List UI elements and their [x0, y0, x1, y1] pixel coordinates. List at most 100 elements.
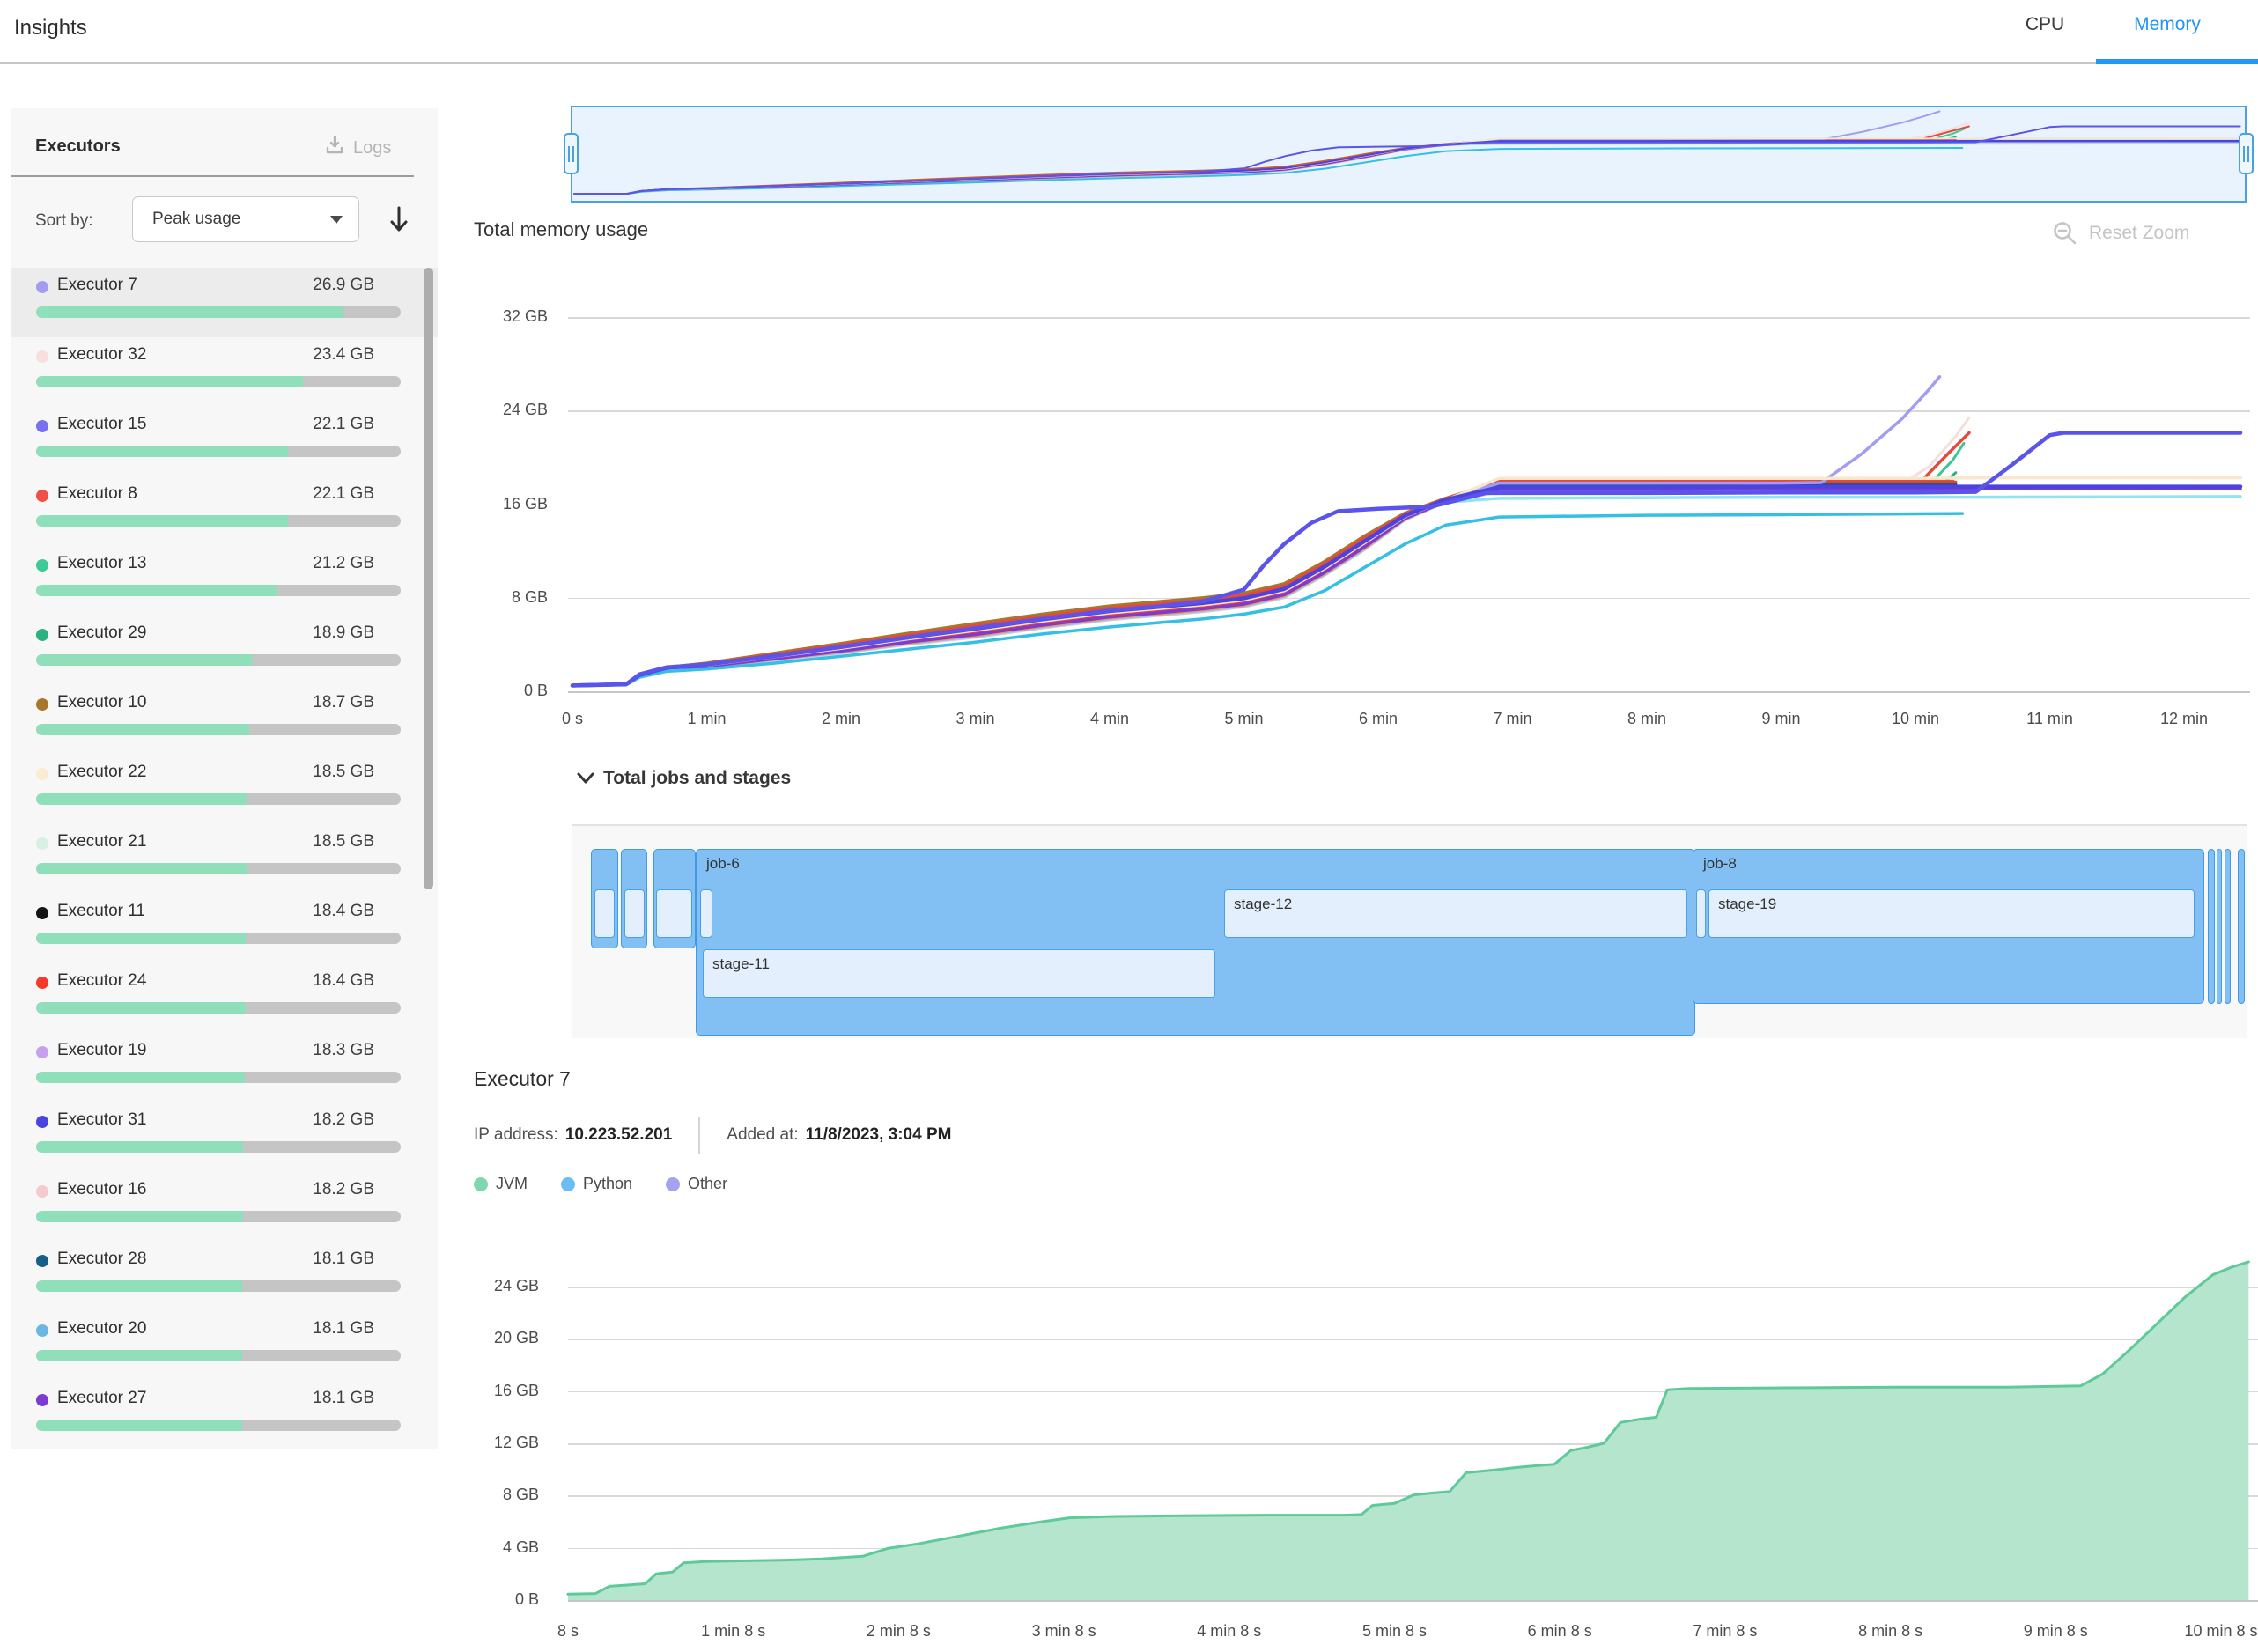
executor-peak-value: 23.4 GB	[313, 345, 374, 364]
x-axis-label: 6 min	[1358, 710, 1398, 727]
job-bar[interactable]	[2238, 849, 2245, 1004]
zoom-brush-strip[interactable]	[571, 106, 2247, 203]
executor-peak-value: 22.1 GB	[313, 484, 374, 503]
stage-bar[interactable]: stage-19	[1708, 889, 2195, 938]
job-bar[interactable]: job-6	[696, 849, 1695, 1036]
stage-bar[interactable]	[656, 889, 692, 938]
executor-row[interactable]: Executor 10 18.7 GB	[11, 685, 438, 755]
legend-item[interactable]: Other	[666, 1175, 727, 1193]
executor-color-dot	[36, 281, 48, 293]
executor-color-dot	[36, 1046, 48, 1058]
executor-row[interactable]: Executor 27 18.1 GB	[11, 1381, 438, 1450]
executor-row[interactable]: Executor 31 18.2 GB	[11, 1103, 438, 1172]
brush-handle-left[interactable]	[564, 133, 579, 174]
sort-direction-button[interactable]	[381, 200, 417, 239]
caret-down-icon	[330, 215, 343, 224]
executor-row[interactable]: Executor 15 22.1 GB	[11, 407, 438, 476]
executor-usage-bar	[36, 1072, 401, 1083]
x-axis-label: 3 min	[956, 710, 995, 727]
executor-row[interactable]: Executor 20 18.1 GB	[11, 1311, 438, 1381]
legend-item[interactable]: Python	[561, 1175, 632, 1193]
executor-row[interactable]: Executor 16 18.2 GB	[11, 1172, 438, 1242]
executor-usage-bar	[36, 1002, 401, 1014]
x-axis-label: 12 min	[2159, 710, 2209, 727]
executor-row[interactable]: Executor 13 21.2 GB	[11, 546, 438, 616]
x-axis-label: 2 min	[821, 710, 860, 727]
stage-bar[interactable]: stage-12	[1224, 889, 1687, 938]
legend-dot	[474, 1176, 488, 1191]
executor-memory-chart[interactable]	[566, 1250, 2258, 1602]
y-axis-label: 4 GB	[502, 1538, 539, 1556]
reset-zoom-button[interactable]: Reset Zoom	[2052, 220, 2189, 247]
executor-row[interactable]: Executor 8 22.1 GB	[11, 476, 438, 546]
added-value: 11/8/2023, 3:04 PM	[805, 1125, 952, 1144]
job-bar[interactable]	[2208, 849, 2215, 1004]
executor-peak-value: 26.9 GB	[313, 276, 374, 294]
x-axis-label: 9 min	[1761, 710, 1801, 727]
executor-row[interactable]: Executor 32 23.4 GB	[11, 337, 438, 407]
job-bar[interactable]	[2217, 849, 2222, 1004]
jobs-section-toggle[interactable]: Total jobs and stages	[577, 768, 791, 789]
executor-list-scrollbar[interactable]	[424, 268, 433, 889]
executor-color-dot	[36, 1116, 48, 1128]
x-axis-label: 11 min	[2026, 710, 2073, 727]
job-label: job-8	[1703, 855, 1737, 872]
stage-bar[interactable]	[624, 889, 645, 938]
y-axis-label: 24 GB	[493, 1277, 539, 1295]
executor-name: Executor 13	[57, 554, 147, 572]
gridline	[568, 504, 2250, 506]
sort-select[interactable]: Peak usage	[132, 196, 359, 242]
executor-color-dot	[36, 837, 48, 850]
executor-row[interactable]: Executor 24 18.4 GB	[11, 963, 438, 1033]
executor-row[interactable]: Executor 19 18.3 GB	[11, 1033, 438, 1103]
stage-bar[interactable]	[700, 889, 712, 938]
executor-color-dot	[36, 698, 48, 711]
executor-row[interactable]: Executor 11 18.4 GB	[11, 894, 438, 963]
stage-label: stage-12	[1234, 896, 1293, 912]
tab-memory[interactable]: Memory	[2134, 14, 2201, 34]
meta-divider	[698, 1117, 701, 1154]
legend-item[interactable]: JVM	[474, 1175, 528, 1193]
executor-row[interactable]: Executor 22 18.5 GB	[11, 755, 438, 824]
executor-row[interactable]: Executor 7 26.9 GB	[11, 268, 438, 337]
executor-name: Executor 20	[57, 1319, 147, 1338]
executors-panel: Executors Logs Sort by: Peak usage Execu…	[11, 108, 438, 1449]
y-axis-label: 16 GB	[493, 1381, 539, 1399]
y-axis-label: 24 GB	[502, 401, 548, 419]
jobs-section-label: Total jobs and stages	[603, 768, 792, 788]
x-axis-label: 0 s	[561, 710, 583, 727]
tab-cpu[interactable]: CPU	[2025, 14, 2065, 34]
stage-label: stage-11	[712, 955, 770, 972]
brush-handle-right[interactable]	[2239, 133, 2254, 174]
y-axis-label: 0 B	[523, 682, 548, 699]
ip-label: IP address:	[474, 1125, 558, 1144]
sort-by-label: Sort by:	[35, 211, 93, 230]
x-axis-label: 6 min 8 s	[1527, 1622, 1592, 1640]
executor-usage-bar	[36, 376, 401, 387]
gridline	[568, 691, 2250, 693]
legend-dot	[561, 1176, 575, 1191]
executor-peak-value: 22.1 GB	[313, 415, 374, 433]
total-memory-chart[interactable]	[568, 310, 2254, 694]
added-label: Added at:	[727, 1125, 799, 1144]
panel-divider	[11, 175, 414, 177]
executor-row[interactable]: Executor 29 18.9 GB	[11, 616, 438, 685]
memory-chart-title: Total memory usage	[474, 218, 649, 240]
executor-name: Executor 10	[57, 693, 147, 712]
header-divider	[0, 62, 2258, 64]
stage-bar[interactable]: stage-11	[703, 949, 1215, 998]
stage-bar[interactable]	[1696, 889, 1706, 938]
executor-detail-title: Executor 7	[474, 1067, 571, 1090]
stage-bar[interactable]	[594, 889, 615, 938]
executor-row[interactable]: Executor 21 18.5 GB	[11, 824, 438, 894]
x-axis-label: 3 min 8 s	[1031, 1622, 1096, 1640]
memory-type-legend: JVM Python Other	[474, 1175, 727, 1193]
x-axis-label: 5 min 8 s	[1361, 1622, 1428, 1640]
executor-meta: IP address: 10.223.52.201 Added at: 11/8…	[474, 1117, 951, 1154]
x-axis-label: 10 min 8 s	[2184, 1622, 2258, 1640]
logs-button[interactable]: Logs	[324, 133, 430, 163]
x-axis-label: 7 min 8 s	[1693, 1622, 1758, 1640]
executor-row[interactable]: Executor 28 18.1 GB	[11, 1242, 438, 1311]
y-axis-label: 0 B	[514, 1590, 539, 1608]
job-bar[interactable]	[2225, 849, 2231, 1004]
